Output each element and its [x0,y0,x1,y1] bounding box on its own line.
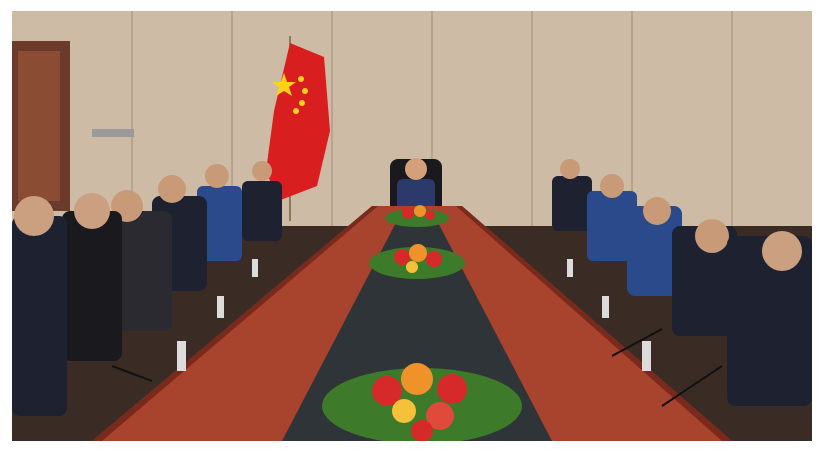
chairman-head [405,158,427,180]
photo-frame [12,11,812,441]
table-edge-right [456,206,732,441]
microphones [111,328,723,407]
flower-arrangement-front [322,363,522,441]
door-panel [18,51,60,201]
flag-star-small-4 [293,108,299,114]
table-edge-left [92,206,378,441]
table-items [177,259,651,371]
flag-star-small-1 [298,76,304,82]
flag-star-large [272,73,296,96]
meeting-photo [12,11,812,441]
flag-star-small-2 [302,88,308,94]
wall-panel-lines [131,11,733,226]
flower-arrangement-back [385,205,449,227]
light-switch [92,129,134,137]
flag-star-small-3 [299,100,305,106]
left-participants [12,161,282,416]
right-participants [552,159,812,406]
flower-arrangement-middle [369,244,465,279]
